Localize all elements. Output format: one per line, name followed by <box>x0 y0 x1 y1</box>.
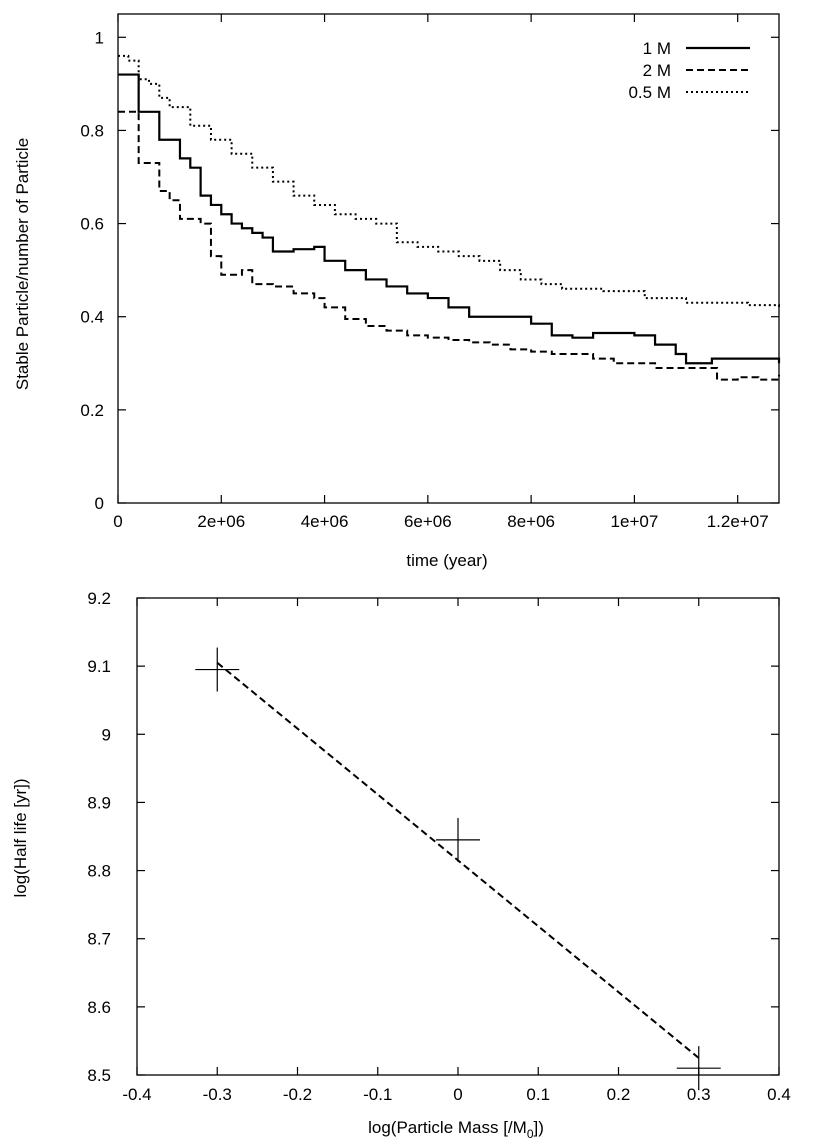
legend-label: 1 M <box>643 39 671 58</box>
top-y-tick-label: 0 <box>95 494 104 513</box>
bottom-chart-x-axis-label: log(Particle Mass [/M0]) <box>368 1118 544 1141</box>
legend-label: 2 M <box>643 61 671 80</box>
top-x-tick-label: 4e+06 <box>301 512 349 531</box>
bottom-y-tick-label: 8.7 <box>87 930 111 949</box>
bottom-chart: -0.4 -0.3 -0.2 -0.1 0 0.1 0.2 0.3 0.4 8.5 8.6 8.7 8.… <box>11 589 791 1141</box>
bottom-y-tick-label: 9.2 <box>87 589 111 608</box>
top-x-tick-label: 1.2e+07 <box>707 512 769 531</box>
top-x-tick-label: 0 <box>113 512 122 531</box>
bottom-x-tick-label: 0.3 <box>687 1085 711 1104</box>
bottom-y-tick-label: 8.9 <box>87 793 111 812</box>
top-chart-plot-frame <box>117 13 780 504</box>
bottom-y-tick-label: 8.8 <box>87 862 111 881</box>
top-y-tick-label: 0.4 <box>80 308 104 327</box>
bottom-y-tick-label: 9.1 <box>87 657 111 676</box>
bottom-x-tick-label: 0 <box>453 1085 462 1104</box>
bottom-y-tick-label: 9 <box>102 725 111 744</box>
top-y-tick-label: 0.8 <box>80 121 104 140</box>
top-series-line-1 <box>118 110 780 381</box>
bottom-chart-ticks-group: -0.4 -0.3 -0.2 -0.1 0 0.1 0.2 0.3 0.4 8.5 8.6 8.7 8.… <box>87 589 790 1104</box>
bottom-x-tick-label: 0.4 <box>767 1085 791 1104</box>
bottom-y-tick-label: 8.5 <box>87 1066 111 1085</box>
bottom-chart-x-axis-label-main: log(Particle Mass [/M <box>368 1118 527 1137</box>
top-x-tick-label: 1e+07 <box>611 512 659 531</box>
bottom-x-tick-label: -0.4 <box>122 1085 151 1104</box>
bottom-x-tick-label: 0.2 <box>607 1085 631 1104</box>
bottom-x-tick-label: 0.1 <box>526 1085 550 1104</box>
top-series-line-2 <box>118 54 780 308</box>
top-chart-series-group <box>118 54 781 381</box>
bottom-chart-x-axis-label-sub: 0 <box>527 1127 534 1141</box>
top-chart-x-axis-label: time (year) <box>406 551 487 570</box>
top-series-line-0 <box>118 73 781 365</box>
bottom-data-point <box>436 817 480 862</box>
bottom-data-point <box>195 647 240 692</box>
bottom-chart-y-axis-label: log(Half life [yr]) <box>11 778 30 897</box>
bottom-x-tick-label: -0.2 <box>283 1085 312 1104</box>
legend-label: 0.5 M <box>628 83 671 102</box>
top-chart-y-axis-label: Stable Particle/number of Particle <box>13 138 32 390</box>
bottom-chart-series-group <box>195 647 721 1091</box>
top-chart-legend: 1 M 2 M 0.5 M <box>628 39 750 102</box>
top-x-tick-label: 6e+06 <box>404 512 452 531</box>
bottom-x-tick-label: -0.3 <box>203 1085 232 1104</box>
bottom-chart-x-axis-label-end: ]) <box>534 1118 544 1137</box>
top-chart-ticks-group: 0 2e+06 4e+06 6e+06 8e+06 1e+07 1.2e+07 0 0.2 0.4… <box>80 14 779 531</box>
top-x-tick-label: 2e+06 <box>197 512 245 531</box>
top-chart: 0 2e+06 4e+06 6e+06 8e+06 1e+07 1.2e+07 0 0.2 0.4… <box>13 13 781 570</box>
bottom-y-tick-label: 8.6 <box>87 998 111 1017</box>
top-y-tick-label: 0.6 <box>80 215 104 234</box>
top-y-tick-label: 0.2 <box>80 401 104 420</box>
top-x-tick-label: 8e+06 <box>507 512 555 531</box>
bottom-x-tick-label: -0.1 <box>363 1085 392 1104</box>
top-y-tick-label: 1 <box>95 28 104 47</box>
